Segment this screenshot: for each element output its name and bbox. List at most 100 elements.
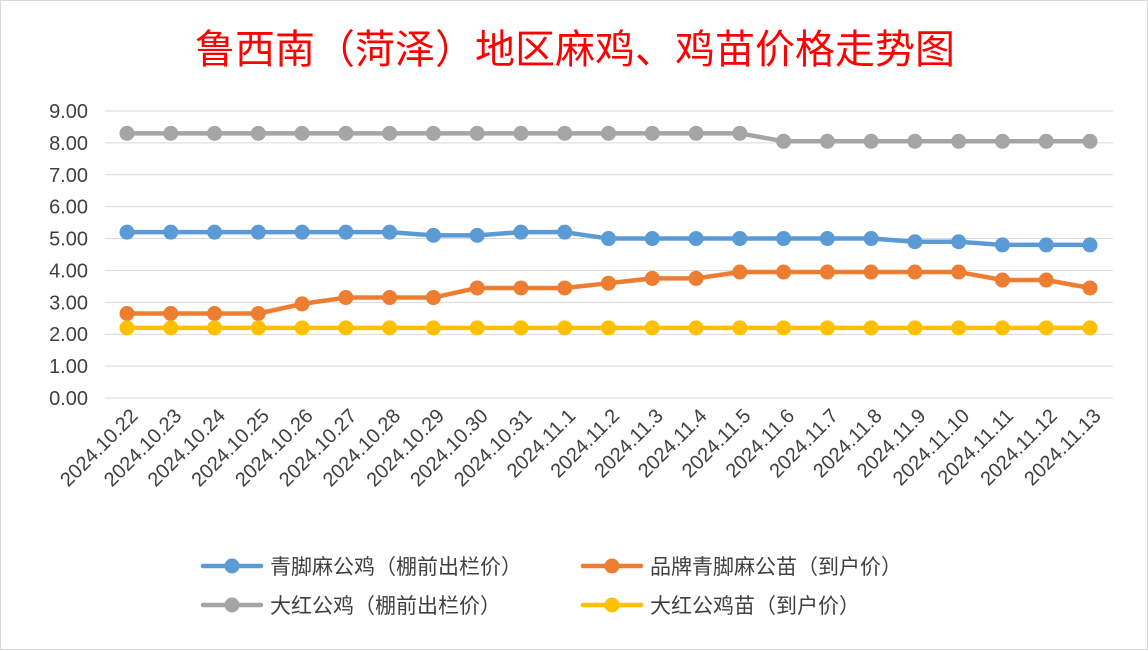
legend-swatch-marker bbox=[604, 558, 620, 574]
data-point bbox=[207, 224, 223, 240]
y-tick-label: 0.00 bbox=[49, 388, 88, 410]
data-point bbox=[469, 125, 485, 141]
data-point bbox=[513, 320, 529, 336]
data-point bbox=[557, 224, 573, 240]
y-tick-label: 9.00 bbox=[49, 101, 88, 123]
data-point bbox=[425, 290, 441, 306]
data-point bbox=[732, 320, 748, 336]
data-point bbox=[469, 280, 485, 296]
data-point bbox=[601, 231, 616, 247]
series-lines bbox=[119, 125, 1098, 336]
data-point bbox=[951, 234, 967, 250]
data-point bbox=[513, 224, 529, 240]
grid-lines bbox=[105, 110, 1113, 399]
data-point bbox=[644, 270, 660, 286]
data-point bbox=[1082, 237, 1098, 253]
data-point bbox=[513, 125, 529, 141]
data-point bbox=[382, 125, 398, 141]
y-tick-label: 8.00 bbox=[49, 133, 88, 155]
y-tick-label: 1.00 bbox=[49, 356, 88, 378]
data-point bbox=[382, 320, 398, 336]
data-point bbox=[207, 305, 223, 321]
y-tick-label: 5.00 bbox=[49, 229, 88, 251]
legend-item: 大红公鸡苗（到户价） bbox=[580, 594, 860, 618]
data-point bbox=[994, 272, 1010, 288]
data-point bbox=[907, 320, 923, 336]
data-point bbox=[776, 231, 792, 247]
legend-swatch-marker bbox=[224, 558, 240, 574]
series-3 bbox=[119, 320, 1098, 336]
data-point bbox=[863, 320, 879, 336]
data-point bbox=[863, 133, 879, 149]
legend-swatch-marker bbox=[604, 597, 620, 613]
data-point bbox=[163, 125, 179, 141]
legend-label: 大红公鸡（棚前出栏价） bbox=[270, 594, 501, 618]
data-point bbox=[994, 237, 1010, 253]
data-point bbox=[250, 320, 266, 336]
data-point bbox=[863, 231, 879, 247]
data-point bbox=[469, 320, 485, 336]
data-point bbox=[1038, 237, 1054, 253]
data-point bbox=[294, 224, 310, 240]
data-point bbox=[994, 320, 1010, 336]
data-point bbox=[644, 125, 660, 141]
data-point bbox=[338, 290, 354, 306]
data-point bbox=[163, 224, 179, 240]
data-point bbox=[294, 125, 310, 141]
data-point bbox=[382, 290, 398, 306]
data-point bbox=[425, 320, 441, 336]
data-point bbox=[207, 125, 223, 141]
data-point bbox=[513, 280, 529, 296]
x-axis-ticks: 2024.10.222024.10.232024.10.242024.10.25… bbox=[56, 405, 1105, 491]
data-point bbox=[819, 264, 835, 280]
data-point bbox=[557, 125, 573, 141]
data-point bbox=[1038, 133, 1054, 149]
legend-item: 大红公鸡（棚前出栏价） bbox=[200, 594, 501, 618]
data-point bbox=[601, 320, 616, 336]
data-point bbox=[601, 275, 616, 291]
data-point bbox=[119, 224, 135, 240]
data-point bbox=[557, 320, 573, 336]
data-point bbox=[163, 305, 179, 321]
data-point bbox=[994, 133, 1010, 149]
data-point bbox=[338, 320, 354, 336]
data-point bbox=[951, 264, 967, 280]
chart-title: 鲁西南（菏泽）地区麻鸡、鸡苗价格走势图 bbox=[195, 27, 955, 73]
data-point bbox=[250, 305, 266, 321]
series-0 bbox=[119, 224, 1098, 253]
data-point bbox=[119, 305, 135, 321]
data-point bbox=[688, 231, 704, 247]
y-tick-label: 7.00 bbox=[49, 165, 88, 187]
data-point bbox=[732, 231, 748, 247]
data-point bbox=[907, 264, 923, 280]
data-point bbox=[557, 280, 573, 296]
y-axis-ticks: 0.00 1.00 2.00 3.00 4.00 5.00 6.00 7.00 8.00 9.00 bbox=[49, 101, 88, 410]
data-point bbox=[119, 125, 135, 141]
data-point bbox=[644, 231, 660, 247]
data-point bbox=[907, 133, 923, 149]
data-point bbox=[732, 264, 748, 280]
series-1 bbox=[119, 264, 1098, 321]
data-point bbox=[907, 234, 923, 250]
data-point bbox=[776, 320, 792, 336]
y-tick-label: 6.00 bbox=[49, 197, 88, 219]
data-point bbox=[951, 133, 967, 149]
data-point bbox=[294, 296, 310, 312]
data-point bbox=[819, 320, 835, 336]
data-point bbox=[1082, 320, 1098, 336]
data-point bbox=[338, 224, 354, 240]
y-tick-label: 2.00 bbox=[49, 324, 88, 346]
data-point bbox=[1038, 320, 1054, 336]
data-point bbox=[119, 320, 135, 336]
y-tick-label: 3.00 bbox=[49, 292, 88, 314]
data-point bbox=[819, 133, 835, 149]
series-2 bbox=[119, 125, 1098, 149]
data-point bbox=[425, 125, 441, 141]
legend-item: 品牌青脚麻公苗（到户价） bbox=[580, 555, 902, 579]
data-point bbox=[601, 125, 616, 141]
legend: 青脚麻公鸡（棚前出栏价） 品牌青脚麻公苗（到户价） 大红公鸡（棚前出栏价） 大红公鸡苗… bbox=[200, 555, 902, 618]
data-point bbox=[250, 224, 266, 240]
y-tick-label: 4.00 bbox=[49, 260, 88, 282]
data-point bbox=[207, 320, 223, 336]
data-point bbox=[732, 125, 748, 141]
